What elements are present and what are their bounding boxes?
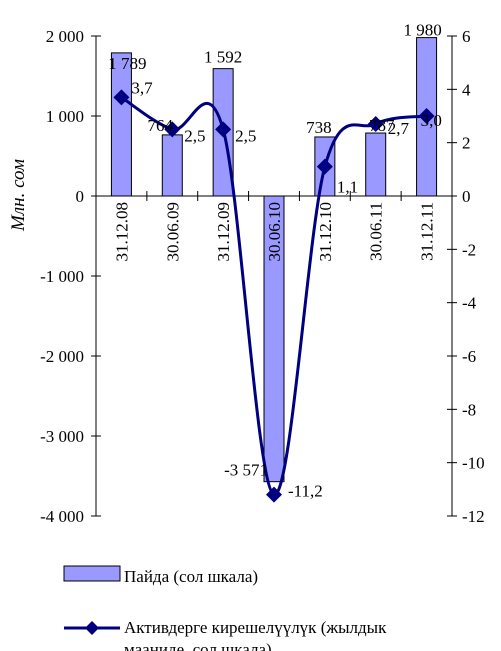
- bar-value-label: -3 571: [224, 461, 268, 480]
- legend-marker-roa: [85, 621, 99, 635]
- x-tick-label: 31.12.09: [214, 202, 233, 262]
- y2-tick-label: 4: [462, 80, 471, 99]
- y-tick-label: -4 000: [40, 507, 84, 526]
- y2-tick-label: -4: [462, 294, 477, 313]
- y-tick-label: 1 000: [46, 107, 84, 126]
- legend: Пайда (сол шкала) Активдерге кирешелүүлү…: [63, 565, 391, 651]
- line-value-label: 2,5: [235, 126, 256, 145]
- bar: [110, 52, 132, 197]
- y-tick-label: 0: [76, 187, 85, 206]
- y-tick-label: -1 000: [40, 267, 84, 286]
- line-point: [316, 158, 333, 175]
- line-point: [367, 116, 384, 132]
- y2-tick-label: -6: [462, 347, 476, 366]
- line-point: [266, 486, 282, 503]
- line-point: [164, 121, 181, 138]
- y2-tick-label: 0: [462, 187, 471, 206]
- x-tick-label: 30.06.11: [367, 202, 386, 261]
- y2-tick-label: -12: [462, 507, 485, 526]
- x-tick-label: 31.12.11: [418, 202, 437, 261]
- y2-tick-label: -10: [462, 454, 485, 473]
- line-value-label: 2,7: [388, 119, 410, 138]
- line-value-label: 3,7: [131, 78, 153, 97]
- line-value-label: 3,0: [421, 111, 442, 130]
- legend-swatch-profit: [63, 565, 121, 582]
- line-point: [418, 108, 435, 124]
- bar: [365, 132, 387, 197]
- line-point: [113, 89, 130, 106]
- bar-value-label: 787: [369, 116, 395, 135]
- bar-value-label: 1 592: [204, 48, 242, 67]
- y-axis-title: Млн. сом: [8, 159, 29, 232]
- y-tick-label: -2 000: [40, 347, 84, 366]
- y2-tick-label: -2: [462, 240, 476, 259]
- line-value-label: 1,1: [337, 178, 358, 197]
- line-point: [215, 121, 232, 138]
- x-tick-label: 30.06.09: [163, 202, 182, 262]
- x-tick-label: 30.06.10: [265, 202, 284, 262]
- bar-value-label: 1 789: [108, 54, 146, 73]
- x-tick-label: 31.12.10: [316, 202, 335, 262]
- bar-value-label: 1 980: [403, 21, 441, 40]
- bar: [161, 134, 183, 197]
- y-tick-label: -3 000: [40, 427, 84, 446]
- x-tick-label: 31.12.08: [112, 202, 131, 262]
- legend-label-profit: Пайда (сол шкала): [124, 567, 258, 586]
- y2-tick-label: -8: [462, 400, 476, 419]
- y2-tick-label: 6: [462, 27, 471, 46]
- line-value-label: 2,5: [184, 126, 205, 145]
- bar-value-label: 738: [306, 118, 332, 137]
- legend-label-roa: Активдерге кирешелүүлүк (жылдык мааниде,…: [124, 618, 391, 651]
- y-tick-label: 2 000: [46, 27, 84, 46]
- y2-tick-label: 2: [462, 134, 471, 153]
- bar-value-label: 764: [148, 116, 174, 135]
- line-value-label: -11,2: [288, 482, 323, 501]
